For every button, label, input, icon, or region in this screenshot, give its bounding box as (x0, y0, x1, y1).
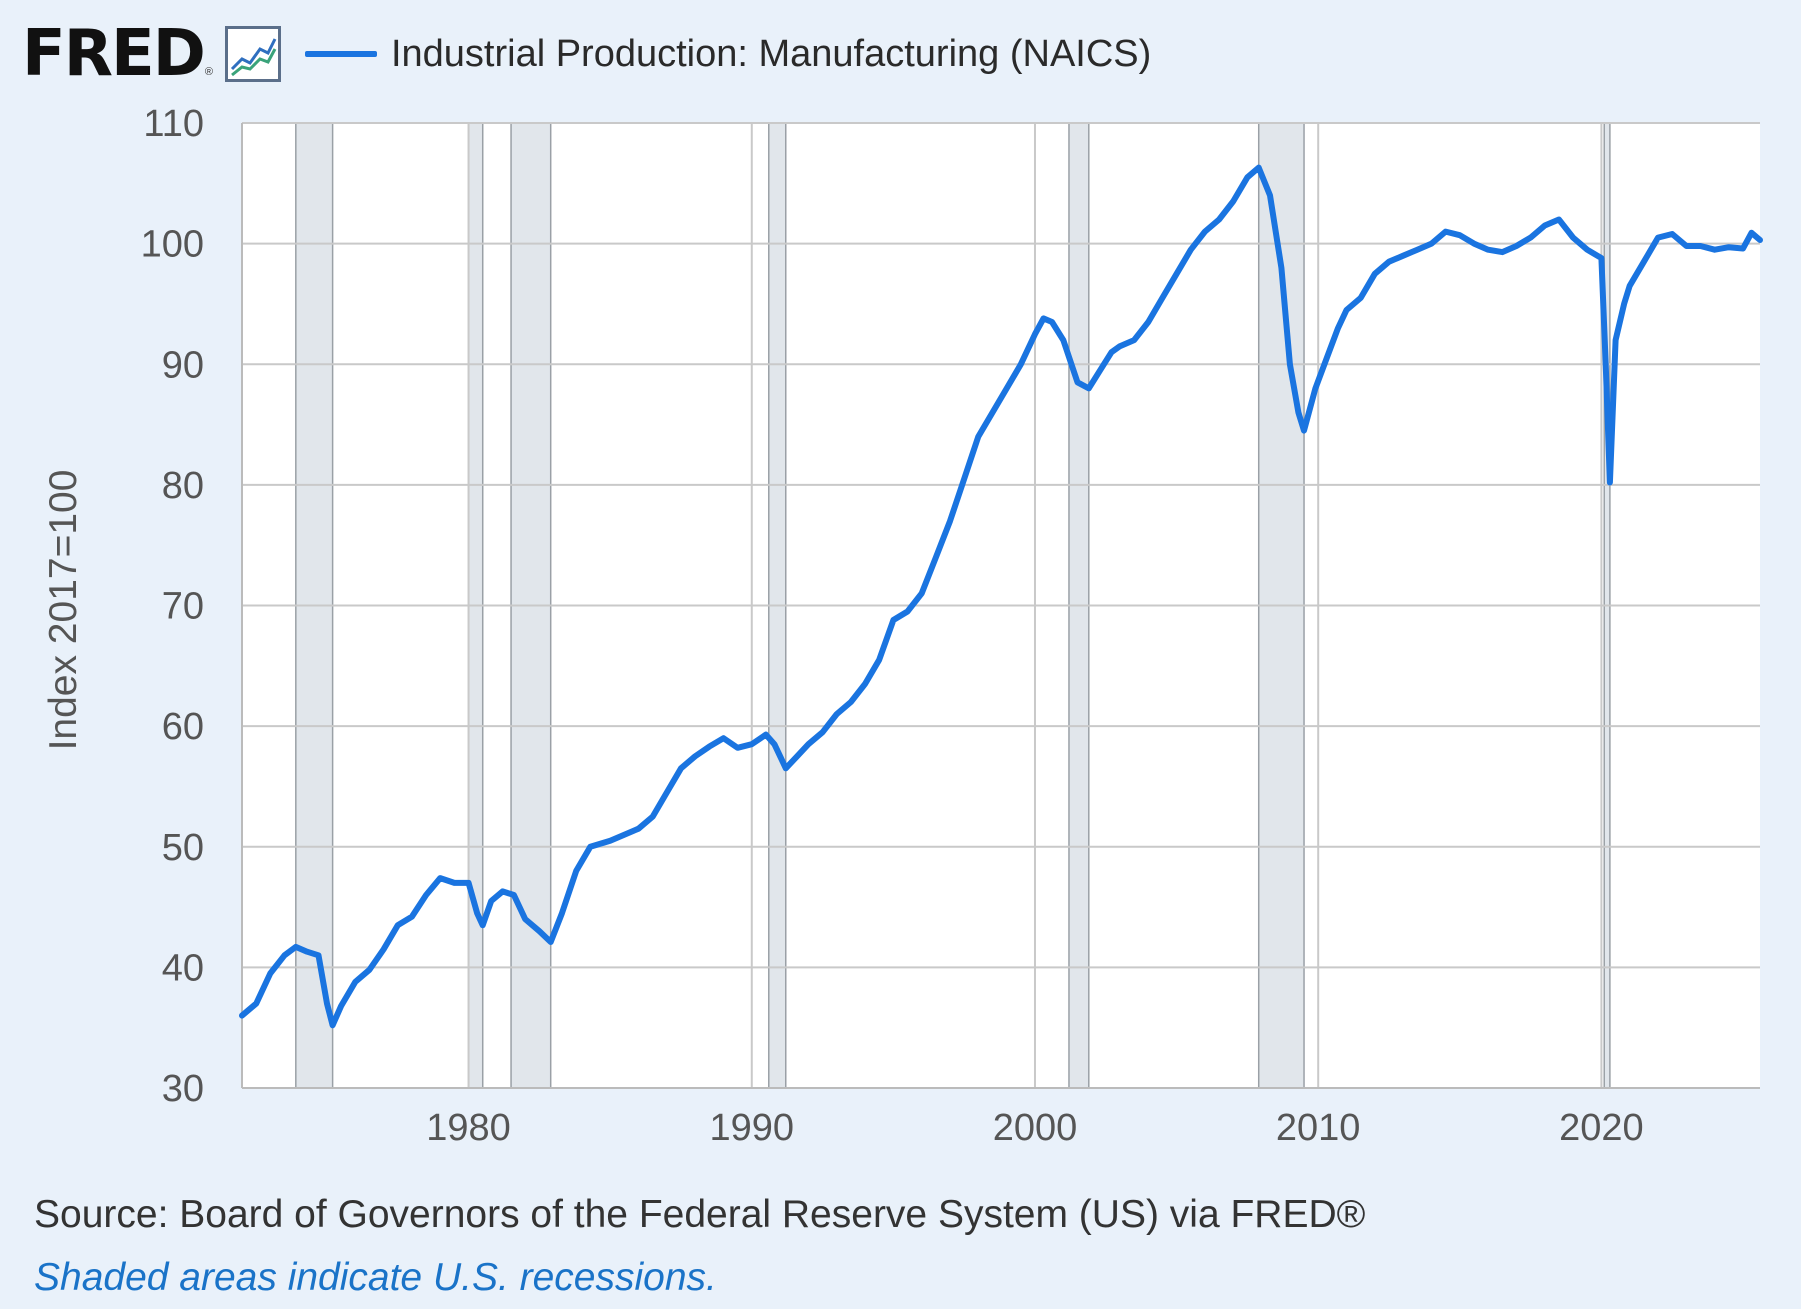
x-tick-label-1990: 1990 (710, 1107, 795, 1149)
y-tick-label-70: 70 (162, 586, 204, 628)
legend-series-swatch (304, 51, 377, 57)
x-tick-label-1980: 1980 (426, 1107, 511, 1149)
x-tick-label-2020: 2020 (1559, 1107, 1644, 1149)
y-tick-label-80: 80 (162, 465, 204, 507)
line-chart: 30 40 50 60 70 80 90 100 110 1980 1990 2000 2010 2020 (141, 103, 1763, 1149)
y-tick-label-110: 110 (143, 103, 204, 145)
chart-line-icon-graphic (230, 38, 277, 77)
y-tick-label-90: 90 (162, 344, 204, 386)
fred-logo-registered-mark: ® (204, 66, 213, 78)
x-tick-label-2010: 2010 (1276, 1107, 1361, 1149)
fred-logo[interactable]: FRED (22, 17, 206, 91)
y-tick-label-50: 50 (162, 827, 204, 869)
source-note: Source: Board of Governors of the Federa… (34, 1193, 1366, 1236)
y-tick-label-60: 60 (162, 706, 204, 748)
chart-header: FRED ® Industrial Production: Manufactur… (22, 14, 1151, 94)
y-tick-label-40: 40 (162, 947, 204, 989)
recession-note: Shaded areas indicate U.S. recessions. (34, 1256, 717, 1299)
y-tick-label-30: 30 (162, 1068, 204, 1110)
y-tick-label-100: 100 (141, 224, 204, 266)
y-axis-label: Index 2017=100 (42, 469, 85, 751)
legend-series-label[interactable]: Industrial Production: Manufacturing (NA… (390, 32, 1152, 75)
series-line-0 (239, 164, 1763, 1029)
x-tick-label-2000: 2000 (993, 1107, 1078, 1149)
chart-line-icon (224, 26, 281, 82)
chart-legend: Industrial Production: Manufacturing (NA… (304, 32, 1152, 76)
